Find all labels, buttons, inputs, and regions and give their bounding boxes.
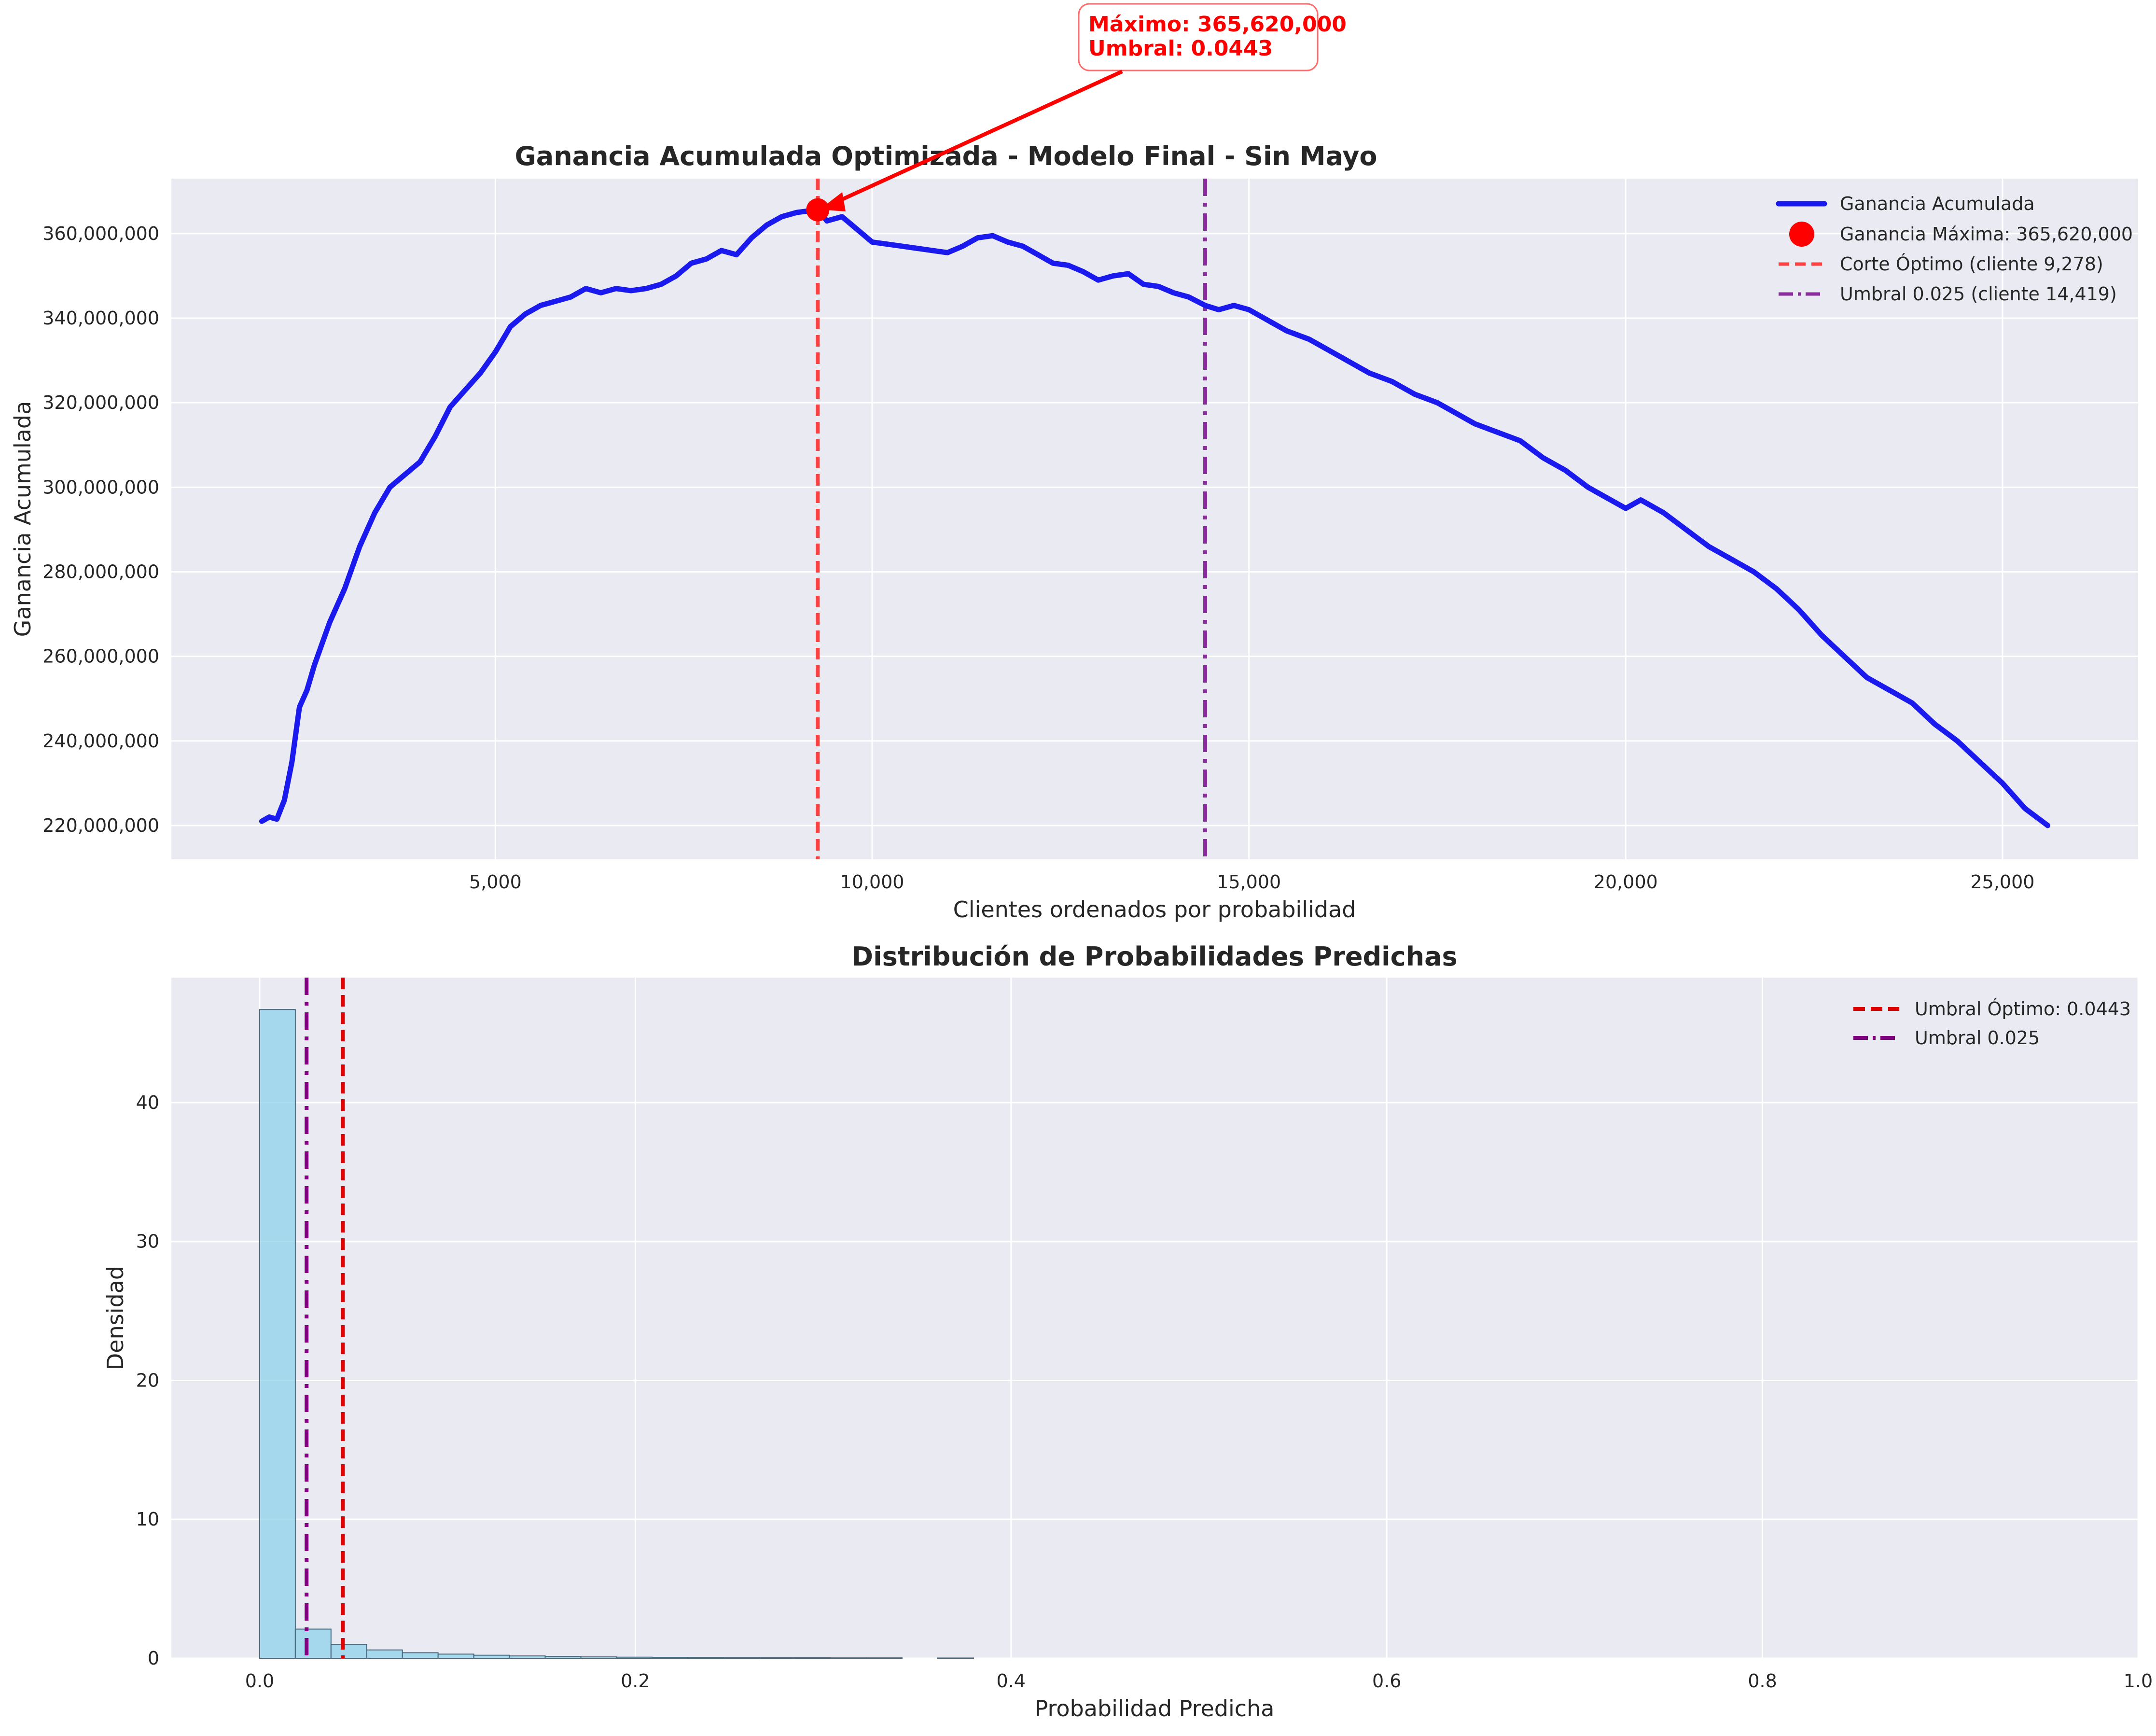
top-y-tick-label: 360,000,000 <box>42 223 159 244</box>
ganancia-acumulada-line <box>259 207 2051 828</box>
histogram-bar <box>402 1652 439 1659</box>
bottom-y-tick-label: 0 <box>148 1648 159 1669</box>
top-chart: 5,000 10,000 15,000 20,000 25,000 220,000,00… <box>10 3 2138 923</box>
histogram-bar <box>473 1654 510 1659</box>
top-x-tick-labels: 5,000 10,000 15,000 20,000 25,000 <box>469 871 2034 893</box>
top-x-tick-label: 25,000 <box>1970 871 2034 893</box>
bottom-x-tick-label: 0.2 <box>621 1670 650 1692</box>
histogram-bar <box>652 1656 689 1659</box>
bottom-chart-title: Distribución de Probabilidades Predichas <box>851 941 1457 972</box>
annotation-box <box>1078 3 1319 71</box>
top-chart-title: Ganancia Acumulada Optimizada - Modelo F… <box>515 141 1377 171</box>
histogram-bar <box>544 1656 582 1659</box>
top-x-tick-label: 10,000 <box>840 871 904 893</box>
legend-label-ganancia: Ganancia Acumulada <box>1840 193 2035 214</box>
top-y-tick-label: 320,000,000 <box>42 392 159 413</box>
bottom-x-tick-label: 0.4 <box>997 1670 1026 1692</box>
top-y-tick-label: 220,000,000 <box>42 815 159 836</box>
annotation-arrow <box>825 70 1123 209</box>
top-x-tick-label: 5,000 <box>469 871 522 893</box>
bottom-x-tick-label: 0.0 <box>245 1670 274 1692</box>
bottom-plot-area <box>171 978 2138 1658</box>
bottom-vlines <box>305 978 345 1658</box>
top-y-tick-label: 340,000,000 <box>42 308 159 329</box>
top-y-axis-label: Ganancia Acumulada <box>10 401 36 637</box>
bottom-y-tick-label: 40 <box>136 1092 159 1113</box>
top-vlines <box>816 179 1207 859</box>
bottom-y-tick-label: 30 <box>136 1231 159 1252</box>
top-x-tick-label: 20,000 <box>1594 871 1658 893</box>
bottom-x-axis-label: Probabilidad Predicha <box>1035 1695 1275 1722</box>
annotation-line-1: Máximo: 365,620,000 <box>1088 12 1347 37</box>
histogram-bar <box>580 1656 617 1659</box>
legend-swatch-max <box>1789 222 1814 247</box>
annotation-line-2: Umbral: 0.0443 <box>1088 36 1273 61</box>
histogram-bar <box>330 1644 367 1659</box>
legend-label-umbral: Umbral 0.025 (cliente 14,419) <box>1840 283 2117 305</box>
top-y-tick-label: 280,000,000 <box>42 561 159 582</box>
bottom-y-tick-label: 10 <box>136 1509 159 1530</box>
legend-label-max: Ganancia Máxima: 365,620,000 <box>1840 224 2133 245</box>
legend-label-corte: Corte Óptimo (cliente 9,278) <box>1840 253 2103 275</box>
histogram-bar <box>294 1628 332 1659</box>
bottom-x-tick-label: 0.8 <box>1748 1670 1777 1692</box>
annotation-arrowhead <box>820 192 846 211</box>
histogram-bar <box>259 1009 296 1659</box>
bottom-y-axis-label: Densidad <box>102 1266 128 1370</box>
bottom-chart: 0.0 0.2 0.4 0.6 0.8 1.0 0 10 20 30 40 Distribució… <box>102 941 2153 1722</box>
top-y-tick-label: 240,000,000 <box>42 730 159 752</box>
bottom-x-tick-label: 1.0 <box>2124 1670 2153 1692</box>
histogram-bars <box>259 1009 974 1659</box>
bottom-y-tick-label: 20 <box>136 1370 159 1391</box>
bottom-x-tick-labels: 0.0 0.2 0.4 0.6 0.8 1.0 <box>245 1670 2153 1692</box>
top-x-tick-label: 15,000 <box>1217 871 1281 893</box>
histogram-bar <box>437 1653 474 1659</box>
top-x-axis-label: Clientes ordenados por probabilidad <box>953 896 1356 923</box>
max-point-marker <box>806 198 830 222</box>
top-legend: Ganancia Acumulada Ganancia Máxima: 365,… <box>1776 193 2133 305</box>
histogram-bar <box>509 1655 546 1659</box>
top-plot-area <box>171 179 2138 859</box>
top-y-tick-label: 300,000,000 <box>42 476 159 498</box>
histogram-bar <box>616 1656 653 1659</box>
top-y-tick-label: 260,000,000 <box>42 646 159 667</box>
legend-label-umbral-optimo: Umbral Óptimo: 0.0443 <box>1915 998 2131 1020</box>
bottom-y-tick-labels: 0 10 20 30 40 <box>136 1092 159 1669</box>
top-y-tick-labels: 220,000,000 240,000,000 260,000,000 280,000… <box>42 223 159 836</box>
max-annotation: Máximo: 365,620,000 Umbral: 0.0443 <box>820 3 1347 211</box>
bottom-x-tick-label: 0.6 <box>1372 1670 1401 1692</box>
legend-label-umbral-025: Umbral 0.025 <box>1915 1027 2040 1049</box>
histogram-bar <box>366 1649 403 1659</box>
histogram-bar <box>687 1657 724 1659</box>
bottom-legend: Umbral Óptimo: 0.0443 Umbral 0.025 <box>1853 998 2131 1049</box>
